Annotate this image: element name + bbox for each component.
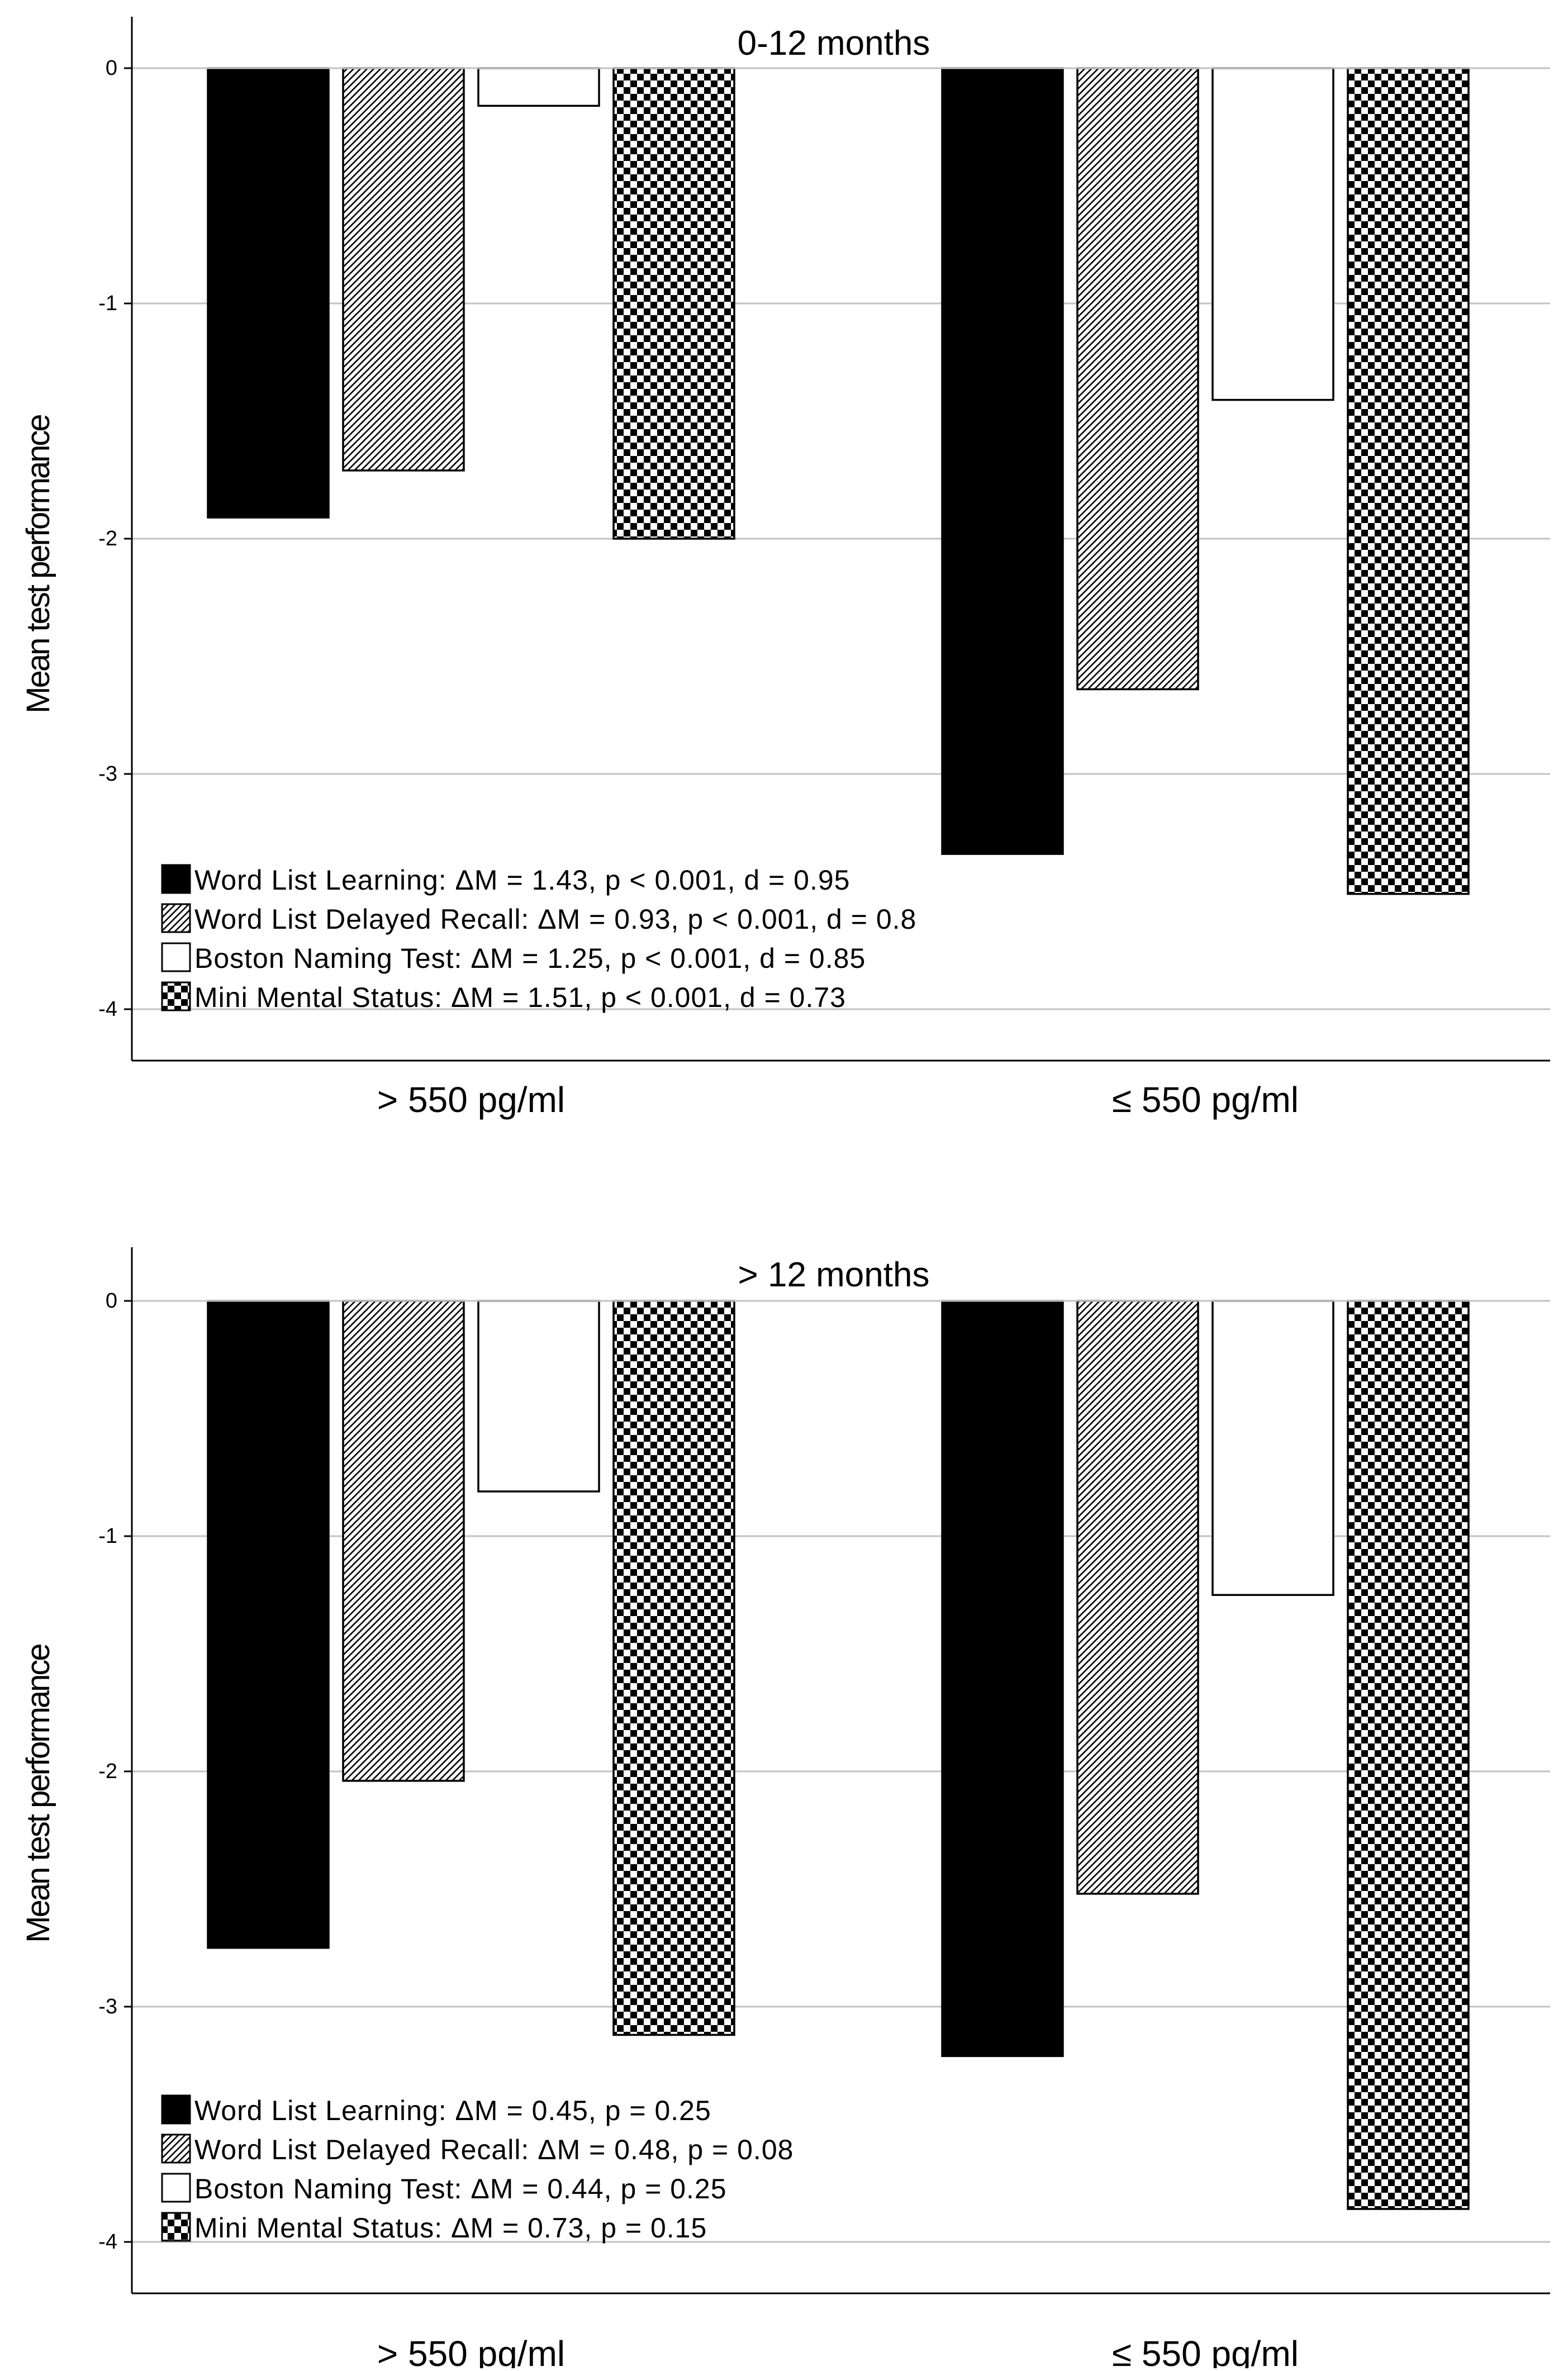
x-category-label: > 550 pg/ml — [377, 2334, 565, 2368]
bar — [1347, 67, 1470, 895]
legend-swatch — [161, 864, 191, 894]
bar — [477, 1300, 600, 1493]
legend-swatch — [161, 981, 191, 1011]
bar — [207, 1300, 330, 1949]
legend-swatch — [161, 942, 191, 972]
bar — [1211, 67, 1334, 401]
legend: Word List Learning: ΔM = 0.45, p = 0.25 W… — [161, 2094, 793, 2244]
y-tick-label: -4 — [98, 2230, 117, 2254]
legend-swatch — [161, 2134, 191, 2164]
y-tick-label: 0 — [106, 56, 117, 80]
x-category-label: ≤ 550 pg/ml — [1112, 1080, 1299, 1120]
legend: Word List Learning: ΔM = 1.43, p < 0.001… — [161, 864, 916, 1013]
y-tick-label: -1 — [98, 292, 117, 315]
legend-item: Mini Mental Status: ΔM = 1.51, p < 0.001… — [194, 982, 846, 1013]
legend-item: Word List Delayed Recall: ΔM = 0.93, p <… — [194, 904, 916, 935]
legend-swatch — [161, 903, 191, 933]
y-tick-label: -1 — [98, 1524, 117, 1548]
bar — [207, 67, 330, 519]
bar — [612, 1300, 735, 2036]
legend-item: Boston Naming Test: ΔM = 0.44, p = 0.25 — [194, 2173, 727, 2204]
legend-swatch — [161, 2212, 191, 2242]
chart-panel-1: 0 -1 -2 -3 -4 Mean test performance 0-12 month… — [20, 17, 1550, 1120]
bar — [1211, 1300, 1334, 1596]
y-axis-label: Mean test performance — [20, 415, 56, 714]
x-category-label: > 550 pg/ml — [377, 1080, 565, 1120]
legend-item: Word List Learning: ΔM = 0.45, p = 0.25 — [194, 2095, 711, 2126]
legend-swatch — [161, 2094, 191, 2125]
legend-item: Boston Naming Test: ΔM = 1.25, p < 0.001… — [194, 943, 866, 974]
bar — [342, 1300, 465, 1782]
bar — [1076, 1300, 1199, 1895]
y-axis-label: Mean test performance — [20, 1645, 56, 1943]
legend-item: Word List Learning: ΔM = 1.43, p < 0.001… — [194, 864, 850, 896]
bar — [941, 67, 1064, 855]
legend-item: Mini Mental Status: ΔM = 0.73, p = 0.15 — [194, 2212, 707, 2244]
bar — [342, 67, 465, 472]
legend-item: Word List Delayed Recall: ΔM = 0.48, p =… — [194, 2134, 793, 2165]
bar — [1347, 1300, 1470, 2210]
x-category-label: ≤ 550 pg/ml — [1112, 2334, 1299, 2368]
bar — [1076, 67, 1199, 691]
y-tick-label: -3 — [98, 762, 117, 786]
y-tick-label: 0 — [106, 1289, 117, 1313]
chart-panel-2: 0 -1 -2 -3 -4 Mean test performance > 12 month… — [20, 1247, 1550, 2371]
bar — [477, 67, 600, 107]
y-tick-label: -3 — [98, 1995, 117, 2018]
y-tick-label: -2 — [98, 527, 117, 550]
y-tick-label: -2 — [98, 1760, 117, 1783]
chart-title: > 12 months — [738, 1256, 930, 1294]
legend-swatch — [161, 2173, 191, 2203]
bar — [941, 1300, 1064, 2058]
chart-title: 0-12 months — [738, 24, 930, 63]
bar — [612, 67, 735, 540]
y-tick-label: -4 — [98, 997, 117, 1021]
